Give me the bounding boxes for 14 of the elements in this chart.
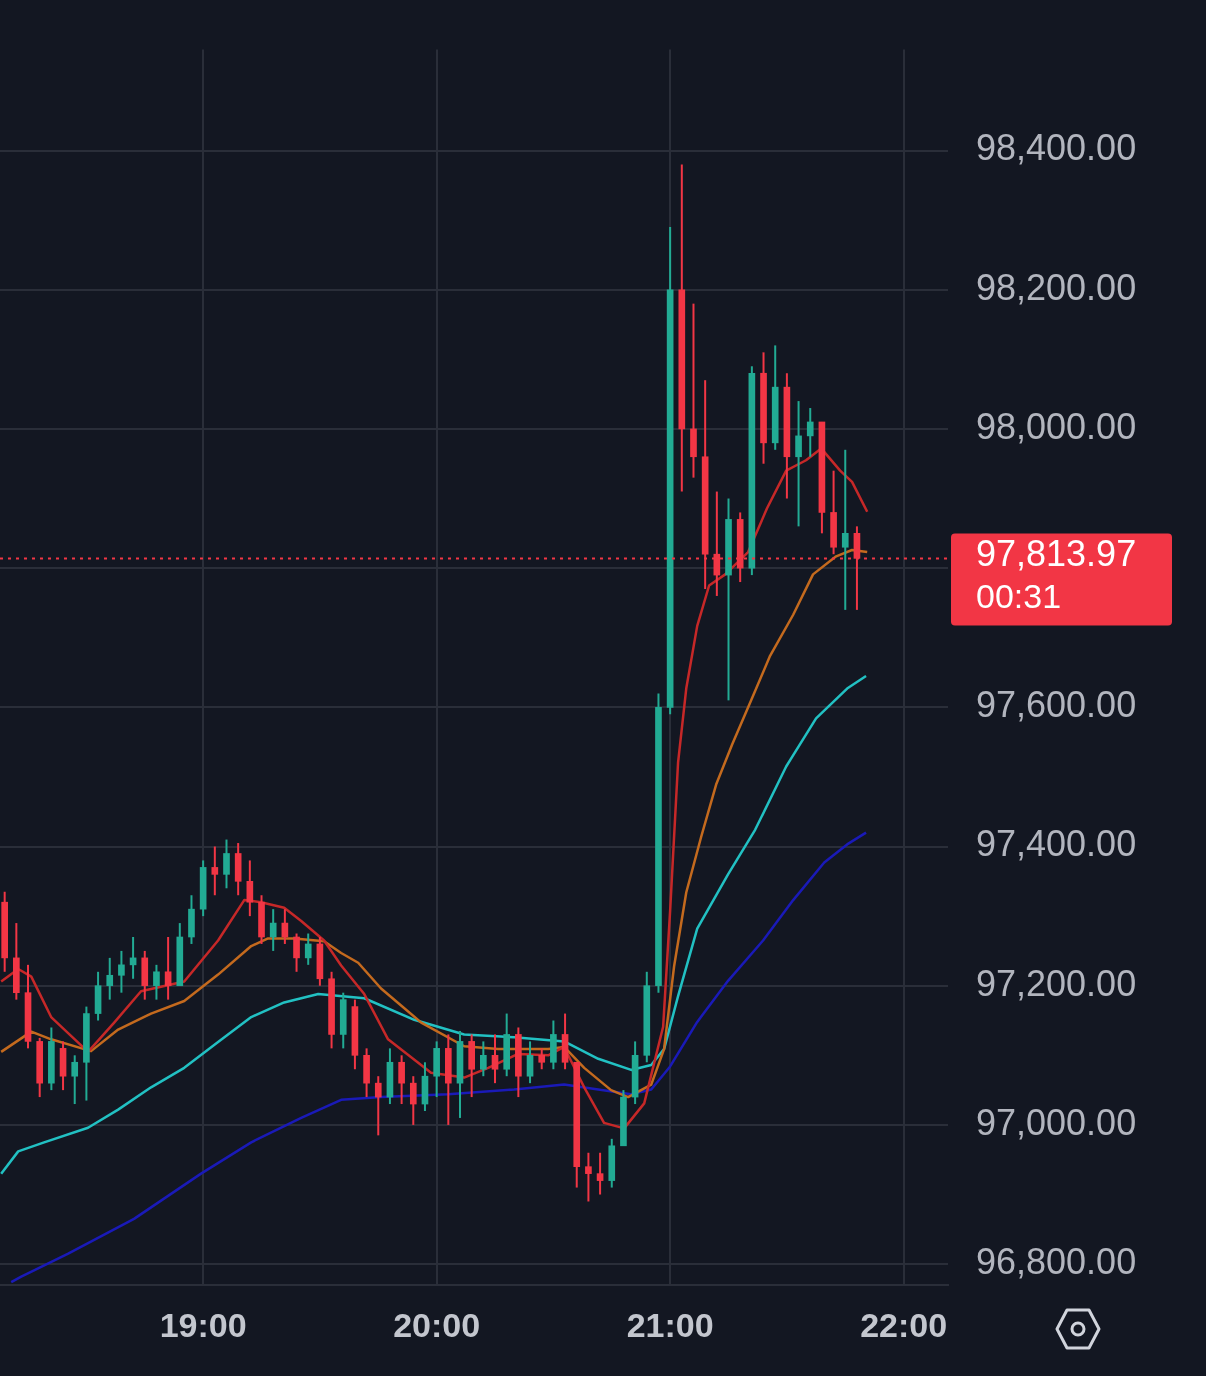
y-tick-label: 98,400.00 [976,127,1137,169]
x-tick-label: 22:00 [860,1305,948,1344]
x-tick-label: 21:00 [626,1305,714,1344]
y-tick-label: 97,600.00 [976,684,1137,726]
y-tick-label: 97,200.00 [976,962,1137,1004]
x-tick-label: 19:00 [159,1305,247,1344]
text: 00:31 [976,576,1062,615]
y-tick-label: 97,400.00 [976,823,1137,865]
y-tick-label: 96,800.00 [976,1241,1137,1283]
ref-line-label: 97,813.97 [976,533,1137,575]
y-tick-label: 97,000.00 [976,1101,1137,1143]
x-tick-label: 20:00 [393,1305,481,1344]
y-tick-label: 98,000.00 [976,405,1137,447]
y-tick-label: 98,200.00 [976,266,1137,308]
